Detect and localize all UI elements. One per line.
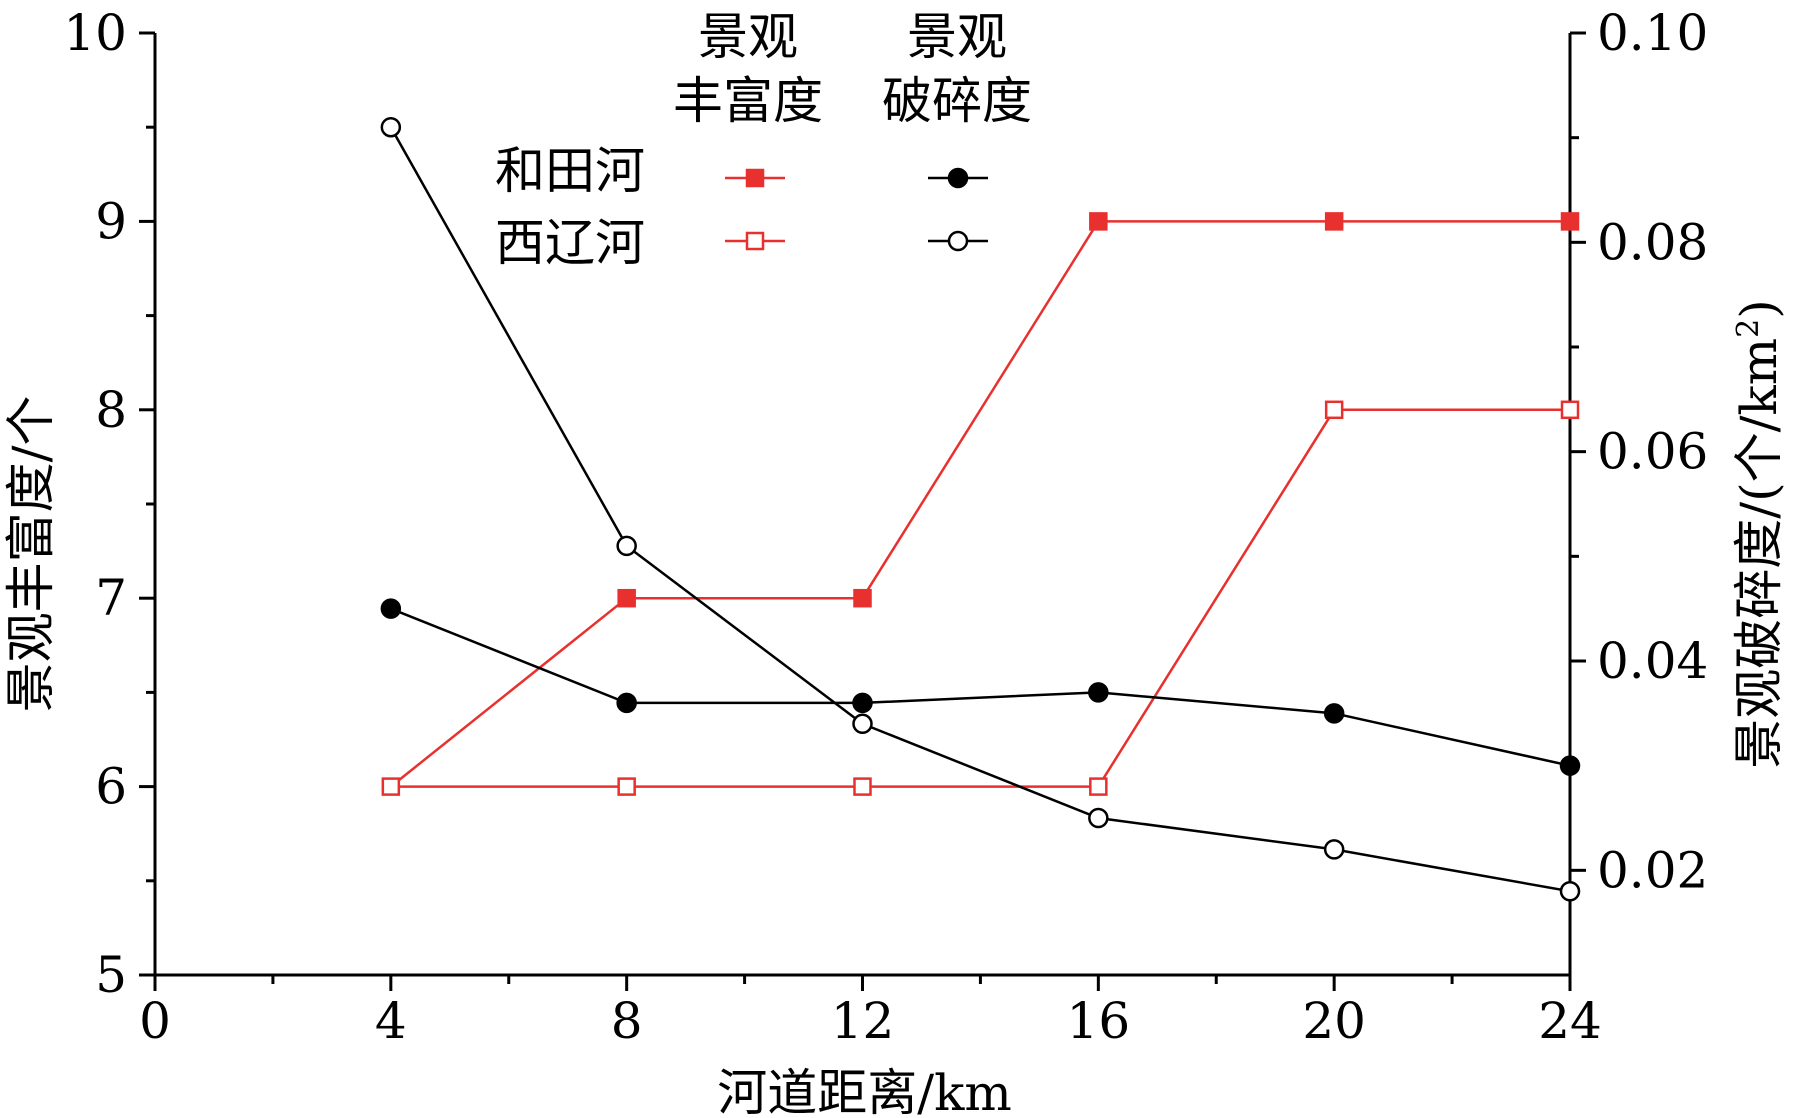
y-left-tick-label: 9	[95, 192, 127, 250]
y-right-tick-label: 0.10	[1597, 4, 1708, 62]
y-right-axis-title: 景观破碎度/(个/km2)	[1730, 299, 1788, 769]
y-right-tick-label: 0.04	[1597, 632, 1708, 690]
y-left-tick-label: 8	[95, 381, 127, 439]
point-xiliao_fragmentation	[616, 535, 637, 557]
point-xiliao_richness	[853, 777, 872, 796]
point-hetian_richness	[853, 588, 872, 608]
point-hetian_fragmentation	[1323, 703, 1345, 724]
point-xiliao_richness	[381, 777, 401, 796]
x-axis-title: 河道距离/km	[717, 1064, 1012, 1118]
point-xiliao_fragmentation	[1559, 881, 1581, 902]
legend-row2-label: 西辽河	[495, 214, 645, 272]
point-xiliao_richness	[1560, 400, 1580, 420]
legend-col2-header-line2: 破碎度	[882, 72, 1032, 130]
legend-col1-header-line1: 景观	[698, 8, 798, 66]
legend-row1-label: 和田河	[495, 142, 645, 200]
point-hetian_richness	[1560, 212, 1580, 231]
y-left-tick-label: 10	[63, 4, 127, 62]
legend-hetian-richness-marker	[745, 168, 765, 188]
y-right-tick-label: 0.06	[1597, 423, 1708, 481]
axes: 0 4 8 12 16 20 24 5 6 7 8 9 10 0.02 0.04 0.06 0.08 0.10 河道…	[2, 4, 1788, 1118]
point-xiliao_richness	[617, 777, 636, 796]
x-tick-label: 0	[139, 992, 171, 1050]
point-xiliao_fragmentation	[1088, 807, 1109, 829]
point-hetian_fragmentation	[852, 692, 873, 714]
series-line-xiliao_fragmentation	[389, 126, 1571, 893]
plot-area	[380, 116, 1581, 902]
legend-hetian-fragmentation-marker	[947, 167, 969, 189]
point-xiliao_richness	[1089, 777, 1108, 796]
point-xiliao_fragmentation	[1323, 839, 1345, 860]
point-hetian_fragmentation	[1559, 755, 1581, 776]
y-left-tick-label: 6	[95, 758, 127, 816]
point-xiliao_fragmentation	[852, 713, 873, 735]
point-hetian_richness	[617, 588, 636, 608]
y-left-tick-label: 5	[95, 946, 127, 1004]
x-tick-label: 24	[1538, 992, 1602, 1050]
y-left-tick-label: 7	[95, 569, 127, 627]
legend-xiliao-richness-marker	[745, 231, 765, 251]
x-tick-label: 16	[1067, 992, 1131, 1050]
y-right-tick-label: 0.02	[1597, 841, 1708, 899]
series-line-xiliao_richness	[390, 408, 1570, 788]
x-tick-label: 20	[1302, 992, 1366, 1050]
legend-col2-header-line1: 景观	[907, 8, 1007, 66]
series-connector	[390, 597, 628, 788]
x-tick-label: 4	[375, 992, 407, 1050]
legend-col1-header-line2: 丰富度	[673, 72, 823, 130]
point-hetian_fragmentation	[616, 692, 637, 714]
point-xiliao_fragmentation	[380, 116, 402, 138]
point-hetian_richness	[1324, 212, 1344, 231]
point-xiliao_richness	[1324, 400, 1344, 420]
x-tick-label: 12	[831, 992, 895, 1050]
point-hetian_fragmentation	[380, 598, 402, 619]
point-hetian_fragmentation	[1088, 682, 1109, 703]
series-line-hetian_fragmentation	[390, 607, 1571, 767]
y-right-tick-label: 0.08	[1597, 213, 1708, 271]
legend-xiliao-fragmentation-marker	[947, 230, 969, 252]
x-tick-label: 8	[611, 992, 643, 1050]
point-hetian_richness	[1089, 212, 1108, 231]
y-left-axis-title: 景观丰富度/个	[2, 396, 60, 713]
